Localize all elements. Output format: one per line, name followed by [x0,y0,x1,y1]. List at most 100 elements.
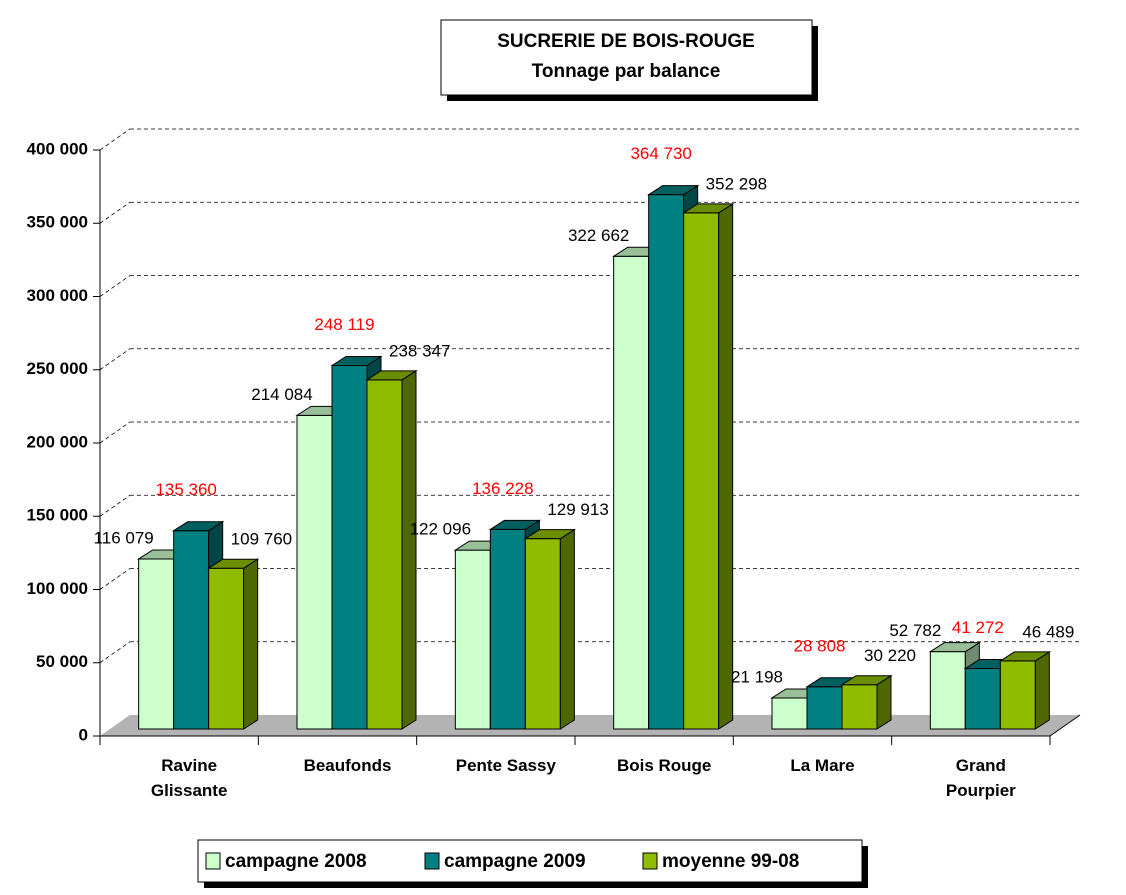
x-tick-label-line: Pente Sassy [456,756,557,775]
legend-box [197,839,863,883]
floor-edge [1049,714,1081,737]
bar-front [366,379,403,730]
value-label: 109 760 [231,530,292,549]
legend-swatch [424,852,440,870]
bar-front [841,684,878,730]
grid-diagonal [99,128,131,151]
grid-diagonal [99,348,131,371]
x-tick-label: Ravine Glissante [151,756,228,800]
x-tick-label-line: Bois Rouge [617,756,711,775]
bar-front [296,414,333,730]
bar-top [681,203,735,214]
title-box [440,19,813,96]
bar-front [929,651,966,730]
chart-subtitle: Tonnage par balance [532,61,721,82]
bar-top [646,185,700,196]
grid-diagonal [99,568,131,590]
value-label: 116 079 [94,528,154,547]
value-label: 21 198 [731,667,783,686]
bar-top [488,519,542,530]
y-tick-label: 100 000 [27,579,88,598]
bar-front [683,212,720,730]
bar [523,528,577,730]
value-label: 322 662 [568,226,629,245]
x-tick-label-line: Ravine [161,756,217,775]
grid-diagonal [99,494,131,517]
value-label: 248 119 [314,315,374,334]
x-tick-label: Pente Sassy [456,756,557,775]
bar-side [243,558,259,730]
bar-front [489,528,526,730]
bar-top [171,521,225,532]
x-tick-label: Bois Rouge [617,756,711,775]
legend-swatch [642,852,658,870]
y-tick-label: 50 000 [36,652,88,671]
value-label: 41 272 [952,618,1004,637]
x-tick-label-line: Grand [956,756,1006,775]
legend-label: campagne 2009 [444,851,586,872]
value-label: 214 084 [251,385,312,404]
value-label: 352 298 [706,174,767,193]
bar-top [998,651,1052,662]
value-label: 122 096 [410,520,471,539]
x-tick-label: Beaufonds [304,756,392,775]
bar [365,369,418,730]
y-tick-label: 200 000 [27,432,88,451]
bar-front [524,538,561,730]
bar [206,558,260,730]
x-tick-label-line: Glissante [151,781,228,800]
bar-top [840,675,893,686]
y-tick-label: 250 000 [27,359,88,378]
bar-top [928,642,982,653]
grid-diagonal [99,275,131,297]
bar-front [999,660,1036,730]
bar-side [1034,650,1050,730]
legend-label: moyenne 99-08 [662,851,799,872]
value-label: 135 360 [155,480,216,499]
bar-front [806,686,843,730]
y-tick-label: 400 000 [27,139,88,158]
bar-front [138,558,175,730]
legend-swatch [205,852,221,870]
bar [840,674,893,730]
bar-top [523,529,577,540]
bar-side [559,528,575,730]
chart-title: SUCRERIE DE BOIS-ROUGE [497,31,755,52]
bar-front [454,549,491,730]
bar-side [401,369,417,730]
value-label: 129 913 [547,500,608,519]
bar-top [330,356,383,367]
value-label: 238 347 [389,341,450,360]
bar-front [964,668,1001,730]
bar [998,650,1052,730]
bar-front [648,194,685,730]
y-tick-label: 150 000 [27,506,88,525]
bar [681,202,735,730]
grid-diagonal [99,641,131,664]
legend-label: campagne 2008 [225,851,367,872]
bar-front [331,365,368,730]
value-label: 136 228 [472,479,533,498]
grid-diagonal [99,421,131,444]
bar-top [206,558,260,569]
bar-front [173,530,210,730]
bar-front [613,255,650,730]
bar-top [365,370,418,381]
x-tick-label-line: Beaufonds [304,756,392,775]
bar-front [771,697,808,730]
grid-diagonal [99,201,131,224]
value-label: 30 220 [864,646,916,665]
bar-front [208,567,245,730]
value-label: 46 489 [1022,622,1074,641]
value-label: 52 782 [889,621,941,640]
y-tick-label: 350 000 [27,213,88,232]
x-tick-label: La Mare [790,756,854,775]
y-tick-label: 0 [79,725,88,744]
x-tick-label-line: La Mare [790,756,854,775]
bar-side [718,202,734,730]
value-label: 364 730 [630,144,691,163]
x-tick-label: Grand Pourpier [946,756,1016,800]
x-tick-label-line: Pourpier [946,781,1016,800]
value-label: 28 808 [794,636,846,655]
